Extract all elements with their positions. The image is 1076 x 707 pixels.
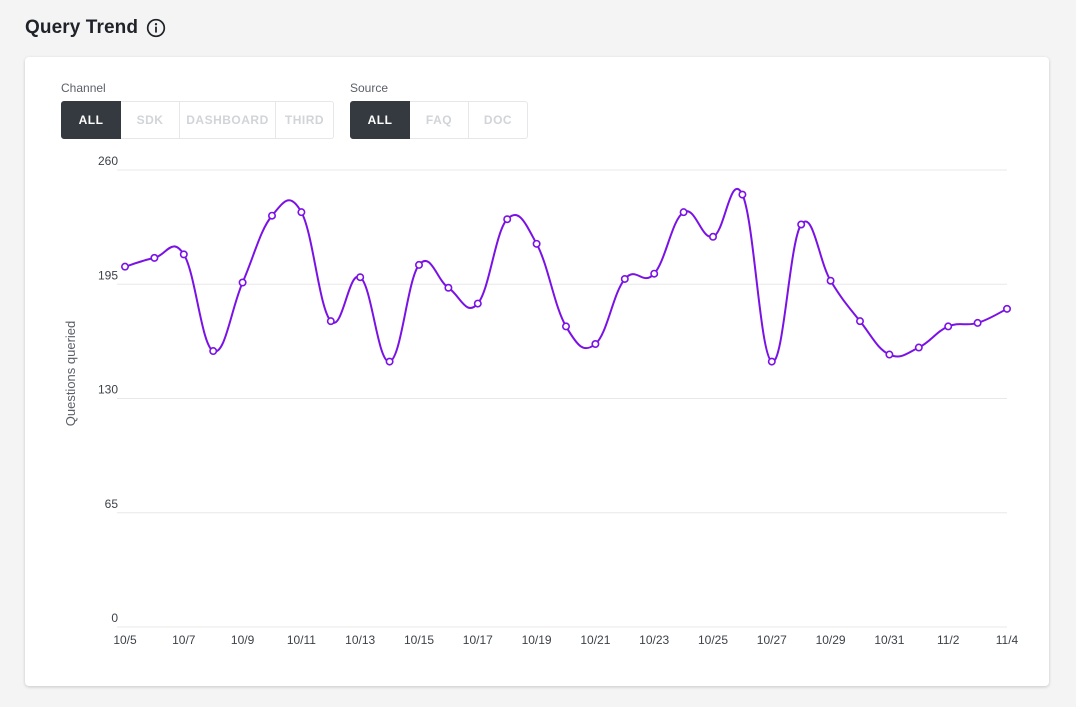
y-axis-labels: 0 65 130 195 260 bbox=[98, 154, 118, 625]
data-point[interactable] bbox=[503, 215, 512, 224]
data-point[interactable] bbox=[179, 250, 188, 259]
data-point[interactable] bbox=[973, 318, 982, 327]
x-tick-label: 10/31 bbox=[874, 633, 904, 647]
y-tick-label: 260 bbox=[98, 154, 118, 168]
data-point[interactable] bbox=[650, 269, 659, 278]
x-tick-label: 10/15 bbox=[404, 633, 434, 647]
line-chart: 0 65 130 195 260 10/5 10/7 10/9 10/11 10/13 10/15… bbox=[63, 154, 1019, 647]
x-axis-labels: 10/5 10/7 10/9 10/11 10/13 10/15 10/17 10/19 10/… bbox=[113, 633, 1018, 647]
series-line bbox=[124, 187, 1008, 363]
y-axis-title: Questions queried bbox=[63, 321, 78, 427]
page-title: Query Trend bbox=[25, 17, 139, 38]
data-point[interactable] bbox=[121, 262, 130, 271]
y-tick-label: 65 bbox=[105, 497, 119, 511]
data-point[interactable] bbox=[473, 299, 482, 308]
data-point[interactable] bbox=[708, 232, 717, 241]
source-segmented-control: ALL FAQ DOC bbox=[350, 101, 528, 139]
channel-segmented-control: ALL SDK DASHBOARD THIRD bbox=[61, 101, 334, 139]
data-point[interactable] bbox=[797, 220, 806, 229]
data-point[interactable] bbox=[414, 260, 423, 269]
data-point[interactable] bbox=[767, 357, 776, 366]
data-point[interactable] bbox=[944, 322, 953, 331]
grid-lines bbox=[117, 169, 1007, 628]
source-faq-button[interactable]: FAQ bbox=[410, 101, 469, 139]
data-point[interactable] bbox=[150, 253, 159, 262]
data-point[interactable] bbox=[826, 276, 835, 285]
x-tick-label: 10/9 bbox=[231, 633, 255, 647]
channel-filter: Channel ALL SDK DASHBOARD THIRD bbox=[61, 81, 334, 139]
chart-card: Channel ALL SDK DASHBOARD THIRD Source A… bbox=[25, 57, 1049, 686]
data-point[interactable] bbox=[532, 239, 541, 248]
x-tick-label: 10/5 bbox=[113, 633, 137, 647]
data-point[interactable] bbox=[1002, 304, 1011, 313]
y-tick-label: 130 bbox=[98, 383, 118, 397]
x-tick-label: 10/29 bbox=[816, 633, 846, 647]
data-point[interactable] bbox=[268, 211, 277, 220]
data-point[interactable] bbox=[738, 190, 747, 199]
source-filter: Source ALL FAQ DOC bbox=[350, 81, 528, 139]
data-point[interactable] bbox=[297, 208, 306, 217]
y-tick-label: 195 bbox=[98, 268, 118, 282]
x-tick-label: 11/4 bbox=[996, 633, 1019, 647]
channel-all-button[interactable]: ALL bbox=[61, 101, 121, 139]
x-tick-label: 10/11 bbox=[287, 633, 316, 647]
data-point[interactable] bbox=[209, 347, 218, 356]
source-doc-button[interactable]: DOC bbox=[469, 101, 528, 139]
info-circle-icon[interactable] bbox=[146, 18, 166, 38]
data-point[interactable] bbox=[885, 350, 894, 359]
data-point[interactable] bbox=[855, 317, 864, 326]
channel-third-button[interactable]: THIRD bbox=[276, 101, 334, 139]
data-point[interactable] bbox=[679, 208, 688, 217]
x-tick-label: 10/27 bbox=[757, 633, 787, 647]
channel-filter-label: Channel bbox=[61, 81, 106, 95]
x-tick-label: 10/7 bbox=[172, 633, 196, 647]
data-point[interactable] bbox=[238, 278, 247, 287]
channel-dashboard-button[interactable]: DASHBOARD bbox=[180, 101, 276, 139]
data-point[interactable] bbox=[326, 317, 335, 326]
data-point[interactable] bbox=[444, 283, 453, 292]
source-filter-label: Source bbox=[350, 81, 389, 95]
channel-sdk-button[interactable]: SDK bbox=[121, 101, 180, 139]
data-point[interactable] bbox=[620, 274, 629, 283]
x-tick-label: 10/23 bbox=[639, 633, 669, 647]
data-point[interactable] bbox=[914, 343, 923, 352]
x-tick-label: 10/17 bbox=[463, 633, 493, 647]
page-header: Query Trend bbox=[25, 14, 166, 42]
data-point[interactable] bbox=[385, 357, 394, 366]
data-points bbox=[121, 190, 1011, 366]
data-point[interactable] bbox=[561, 322, 570, 331]
data-point[interactable] bbox=[356, 273, 365, 282]
y-tick-label: 0 bbox=[111, 611, 118, 625]
x-tick-label: 10/13 bbox=[345, 633, 375, 647]
x-tick-label: 11/2 bbox=[937, 633, 960, 647]
data-point[interactable] bbox=[591, 340, 600, 349]
source-all-button[interactable]: ALL bbox=[350, 101, 410, 139]
x-tick-label: 10/21 bbox=[580, 633, 610, 647]
x-tick-label: 10/25 bbox=[698, 633, 728, 647]
x-tick-label: 10/19 bbox=[522, 633, 552, 647]
